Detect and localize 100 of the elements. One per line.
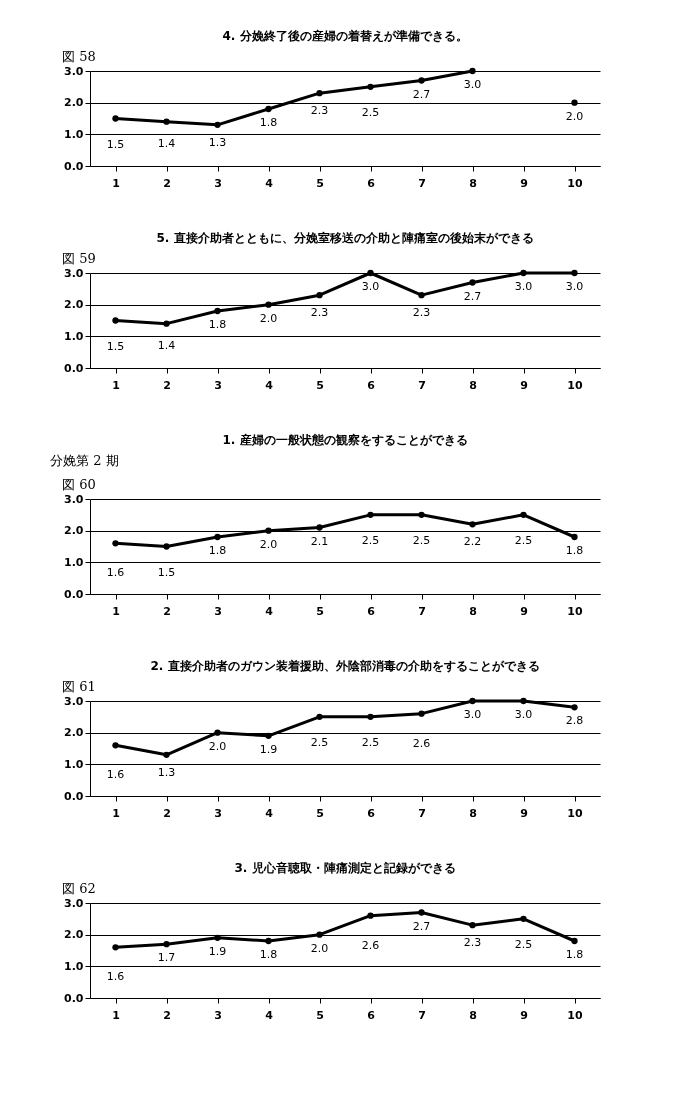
data-label: 2.0 [310,941,329,955]
x-tick-label: 7 [418,1008,426,1022]
data-label: 1.8 [259,116,278,129]
x-tick-label: 6 [367,1008,376,1022]
data-label: 1.9 [259,742,278,756]
data-label: 1.6 [106,970,125,984]
data-label: 2.0 [208,739,227,753]
x-tick-label: 9 [520,604,528,618]
data-label: 1.6 [106,566,125,580]
chart-subtitle: 図 60 [62,477,96,492]
x-tick-label: 10 [567,1008,583,1022]
chart-title: 5. 直接介助者とともに、分娩室移送の介助と陣痛室の後始末ができる [156,231,534,245]
y-tick-label: 0.0 [64,991,84,1005]
x-tick-label: 3 [214,378,222,392]
data-label: 2.6 [361,938,380,952]
x-tick-label: 2 [163,604,171,618]
y-tick-label: 0.0 [64,789,84,803]
x-tick-label: 1 [112,378,120,392]
x-tick-label: 3 [214,176,222,190]
y-tick-label: 0.0 [64,361,84,375]
data-label: 2.3 [412,306,431,320]
x-tick-label: 1 [112,176,120,190]
data-label: 2.7 [412,87,431,101]
y-tick-label: 3.0 [64,492,84,506]
data-label: 2.5 [361,105,380,119]
data-label: 1.8 [259,948,278,961]
x-tick-label: 9 [520,176,528,190]
x-tick-label: 5 [316,806,324,820]
data-label: 2.5 [514,533,533,547]
x-tick-label: 4 [265,806,274,820]
y-tick-label: 1.0 [64,555,84,569]
data-label: 1.8 [208,318,227,331]
x-tick-label: 4 [265,1008,274,1022]
data-label: 1.8 [208,544,227,557]
chart-subtitle: 図 59 [62,251,96,266]
y-tick-label: 0.0 [64,159,84,173]
x-tick-label: 2 [163,176,171,190]
data-label: 2.3 [310,306,329,320]
x-tick-label: 9 [520,1008,528,1022]
x-tick-label: 8 [469,604,477,618]
data-label: 2.6 [412,736,431,750]
x-tick-label: 9 [520,378,528,392]
data-label: 1.8 [565,948,584,961]
y-tick-label: 2.0 [64,298,84,312]
x-tick-label: 5 [316,1008,324,1022]
x-tick-label: 6 [367,806,376,820]
y-tick-label: 1.0 [64,329,84,343]
x-tick-label: 8 [469,1008,477,1022]
chart-subtitle: 図 62 [62,881,96,896]
x-tick-label: 10 [567,378,583,392]
x-tick-label: 4 [265,604,274,618]
chart-subtitle: 図 58 [62,49,96,64]
data-label: 1.5 [157,565,176,579]
data-label: 2.1 [310,534,329,548]
y-tick-label: 1.0 [64,127,84,141]
data-label: 1.3 [157,765,176,779]
data-label: 2.2 [463,535,482,549]
x-tick-label: 3 [214,1008,222,1022]
x-tick-label: 6 [367,176,376,190]
data-label: 1.4 [157,136,176,150]
chart-title: 2. 直接介助者のガウン装着援助、外陰部消毒の介助をすることができる [150,659,540,673]
y-tick-label: 2.0 [64,726,84,740]
data-label: 1.8 [565,544,584,557]
data-label: 1.5 [106,137,125,151]
data-label: 1.3 [208,135,227,149]
y-tick-label: 2.0 [64,96,84,110]
data-label: 2.0 [259,537,278,551]
data-label: 3.0 [463,708,482,721]
data-label: 1.6 [106,768,125,782]
x-tick-label: 1 [112,604,120,618]
data-label: 1.7 [157,951,176,965]
chart-title: 4. 分娩終了後の産婦の着替えが準備できる。 [222,29,468,43]
x-tick-label: 10 [567,176,583,190]
text: 分娩第 2 期 [50,453,119,468]
x-tick-label: 6 [367,604,376,618]
y-tick-label: 3.0 [64,64,84,78]
y-tick-label: 3.0 [64,896,84,910]
data-label: 2.5 [361,735,380,749]
data-label: 3.0 [361,280,380,293]
x-tick-label: 8 [469,806,477,820]
x-tick-label: 3 [214,604,222,618]
data-label: 3.0 [514,708,533,721]
x-tick-label: 4 [265,176,274,190]
x-tick-label: 7 [418,604,426,618]
data-label: 2.5 [514,937,533,951]
y-tick-label: 0.0 [64,587,84,601]
x-tick-label: 2 [163,1008,171,1022]
data-label: 2.7 [463,289,482,303]
y-tick-label: 2.0 [64,928,84,942]
x-tick-label: 1 [112,806,120,820]
x-tick-label: 8 [469,378,477,392]
data-label: 1.9 [208,944,227,958]
x-tick-label: 9 [520,806,528,820]
x-tick-label: 5 [316,378,324,392]
data-label: 2.7 [412,919,431,933]
x-tick-label: 7 [418,806,426,820]
data-label: 3.0 [463,78,482,91]
x-tick-label: 6 [367,378,376,392]
x-tick-label: 10 [567,604,583,618]
x-tick-label: 5 [316,604,324,618]
